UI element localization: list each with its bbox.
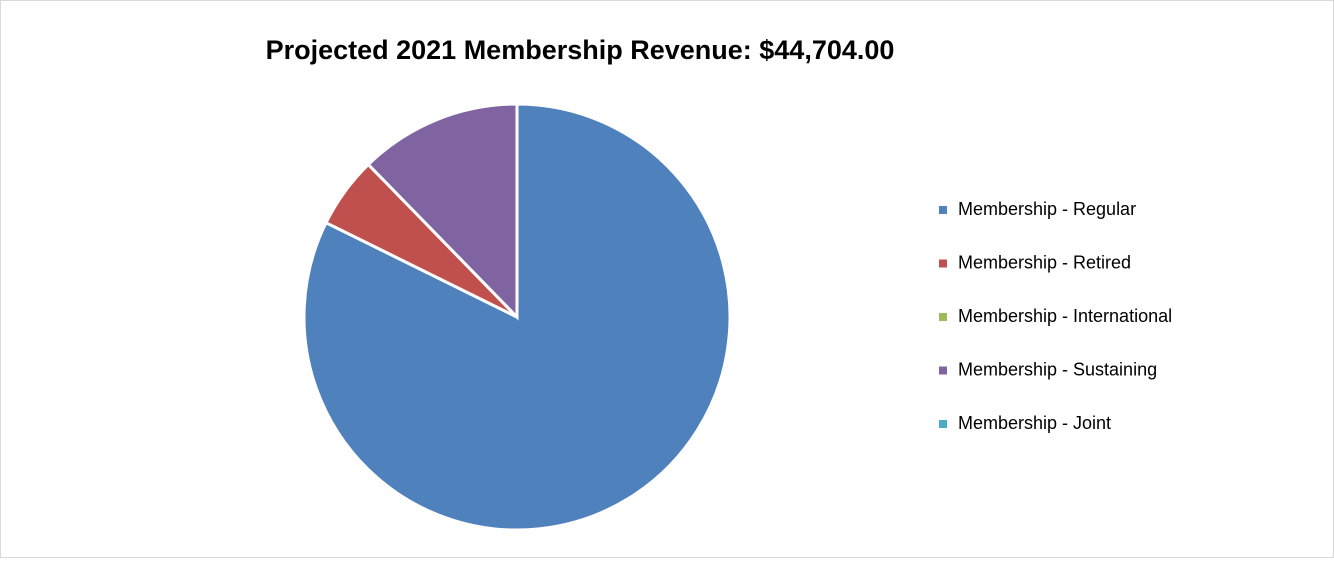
legend-swatch <box>939 259 947 268</box>
legend-label: Membership - Joint <box>958 413 1111 433</box>
pie-slice <box>302 102 732 532</box>
legend-swatch <box>939 366 947 375</box>
legend-label: Membership - Sustaining <box>958 359 1157 379</box>
legend-swatch <box>939 420 947 428</box>
legend-swatch <box>939 206 947 214</box>
legend-label: Membership - Retired <box>958 252 1131 272</box>
pie-slice <box>366 102 519 321</box>
legend-swatch <box>939 313 947 321</box>
chart-title: Projected 2021 Membership Revenue: $44,7… <box>266 35 895 65</box>
legend-label: Membership - International <box>958 306 1172 326</box>
legend-label: Membership - Regular <box>958 199 1136 219</box>
